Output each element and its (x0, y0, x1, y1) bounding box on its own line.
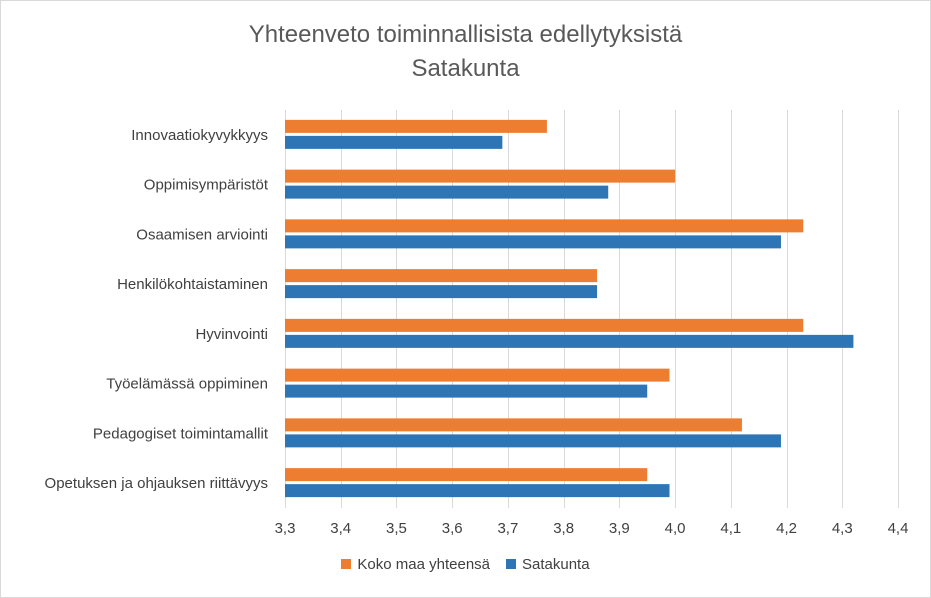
category-label: Hyvinvointi (195, 326, 268, 343)
legend-item: Satakunta (506, 556, 590, 573)
legend-swatch (341, 559, 352, 569)
legend-label: Satakunta (522, 556, 590, 573)
x-tick-label: 4,1 (720, 520, 741, 537)
chart-subtitle: Satakunta (411, 55, 520, 82)
x-tick-label: 4,4 (888, 520, 909, 537)
legend: Koko maa yhteensä Satakunta (0, 556, 931, 573)
bar-koko-maa (285, 418, 742, 432)
bar-koko-maa (285, 318, 804, 332)
bar-satakunta (285, 384, 648, 398)
category-label: Oppimisympäristöt (144, 177, 269, 194)
category-label: Henkilökohtaistaminen (117, 276, 268, 293)
category-label: Innovaatiokyvykkyys (131, 127, 268, 144)
bar-koko-maa (285, 269, 598, 283)
category-label: Työelämässä oppiminen (106, 376, 268, 393)
category-label: Osaamisen arviointi (136, 226, 268, 243)
category-label: Pedagogiset toimintamallit (93, 425, 269, 442)
x-tick-label: 3,9 (609, 520, 630, 537)
legend-label: Koko maa yhteensä (357, 556, 491, 573)
x-tick-label: 3,8 (553, 520, 574, 537)
x-tick-label: 3,3 (275, 520, 296, 537)
bar-satakunta (285, 235, 781, 249)
bar-satakunta (285, 484, 670, 498)
x-tick-label: 3,7 (497, 520, 518, 537)
bar-koko-maa (285, 119, 547, 133)
category-label: Opetuksen ja ohjauksen riittävyys (45, 475, 268, 492)
x-tick-label: 3,6 (442, 520, 463, 537)
x-tick-label: 4,3 (832, 520, 853, 537)
chart-title-block: Yhteenveto toiminnallisista edellytyksis… (0, 18, 931, 86)
bar-satakunta (285, 135, 503, 149)
bar-satakunta (285, 334, 854, 348)
legend-item: Koko maa yhteensä (341, 556, 490, 573)
bar-satakunta (285, 434, 781, 448)
x-tick-label: 4,0 (665, 520, 686, 537)
legend-swatch (506, 559, 517, 569)
chart-title: Yhteenveto toiminnallisista edellytyksis… (248, 21, 683, 48)
bar-koko-maa (285, 219, 804, 233)
x-tick-label: 3,5 (386, 520, 407, 537)
x-tick-label: 4,2 (776, 520, 797, 537)
bar-koko-maa (285, 468, 648, 482)
x-tick-label: 3,4 (330, 520, 351, 537)
bar-koko-maa (285, 368, 670, 382)
bar-satakunta (285, 285, 598, 299)
bar-koko-maa (285, 169, 676, 183)
bar-satakunta (285, 185, 609, 199)
